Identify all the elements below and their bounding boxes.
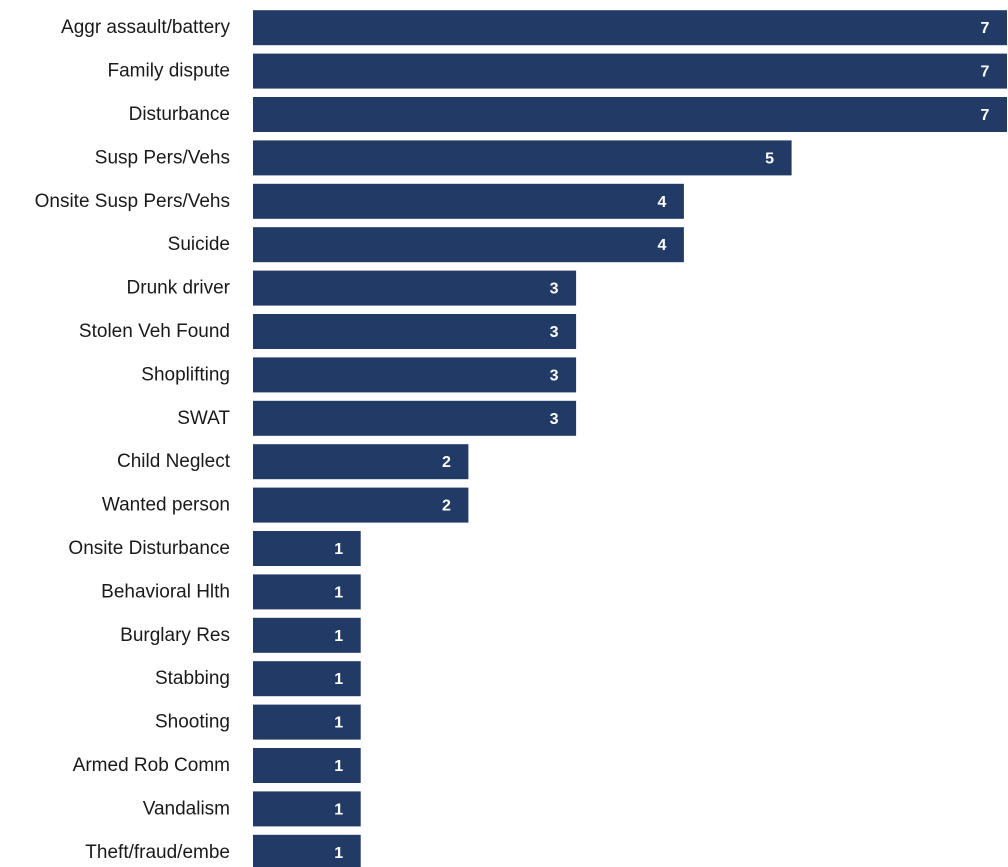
- data-label: 2: [442, 498, 451, 515]
- category-label: Stolen Veh Found: [79, 321, 230, 342]
- data-label: 2: [442, 454, 451, 471]
- bar: [253, 617, 361, 653]
- category-label: Shooting: [155, 712, 230, 733]
- bar: [253, 444, 469, 480]
- data-label: 3: [550, 281, 559, 298]
- category-label: Child Neglect: [117, 451, 231, 472]
- category-label: SWAT: [177, 408, 230, 429]
- category-label: Vandalism: [143, 798, 230, 819]
- data-labels: 7 7 7 5 4 4 3 3 3 3 2 2 1 1 1 1 1 1 1 1: [334, 20, 989, 862]
- category-label: Burglary Res: [120, 625, 230, 646]
- data-label: 4: [657, 237, 666, 254]
- bar: [253, 183, 684, 219]
- category-label: Suicide: [168, 234, 230, 255]
- category-label: Behavioral Hlth: [101, 581, 230, 602]
- bar: [253, 400, 577, 436]
- category-label: Family dispute: [108, 61, 231, 82]
- data-label: 4: [657, 194, 666, 211]
- bar: [253, 574, 361, 610]
- bar: [253, 531, 361, 566]
- bar: [253, 704, 361, 740]
- bars: [253, 10, 1007, 867]
- data-label: 1: [334, 801, 343, 818]
- category-label: Drunk driver: [127, 278, 231, 299]
- data-label: 1: [334, 845, 343, 862]
- data-label: 1: [334, 758, 343, 775]
- data-label: 7: [981, 64, 990, 81]
- data-label: 1: [334, 671, 343, 688]
- data-label: 3: [550, 324, 559, 341]
- category-label: Wanted person: [102, 495, 230, 516]
- category-label: Armed Rob Comm: [73, 755, 230, 776]
- category-label: Onsite Disturbance: [68, 538, 230, 559]
- data-label: 7: [981, 20, 990, 37]
- bar: [253, 314, 577, 349]
- category-labels: Aggr assault/battery Family dispute Distur…: [35, 17, 231, 863]
- bar: [253, 661, 361, 697]
- category-label: Theft/fraud/embe: [85, 842, 230, 863]
- data-label: 5: [765, 150, 774, 167]
- bar: [253, 791, 361, 827]
- bar: [253, 487, 469, 523]
- bar: [253, 270, 577, 306]
- category-label: Disturbance: [129, 104, 230, 125]
- category-label: Stabbing: [155, 668, 230, 689]
- bar: [253, 227, 684, 263]
- bar: [253, 140, 792, 176]
- data-label: 1: [334, 628, 343, 645]
- data-label: 1: [334, 584, 343, 601]
- data-label: 3: [550, 367, 559, 384]
- data-label: 3: [550, 411, 559, 428]
- bar: [253, 97, 1007, 132]
- category-label: Onsite Susp Pers/Vehs: [35, 191, 230, 212]
- bar: [253, 10, 1007, 46]
- category-label: Shoplifting: [141, 364, 230, 385]
- category-label: Aggr assault/battery: [61, 17, 230, 38]
- bar: [253, 357, 577, 393]
- bar: [253, 748, 361, 783]
- bar: [253, 53, 1007, 89]
- data-label: 1: [334, 715, 343, 732]
- bar: [253, 834, 361, 867]
- data-label: 7: [981, 107, 990, 124]
- data-label: 1: [334, 541, 343, 558]
- category-label: Susp Pers/Vehs: [95, 147, 230, 168]
